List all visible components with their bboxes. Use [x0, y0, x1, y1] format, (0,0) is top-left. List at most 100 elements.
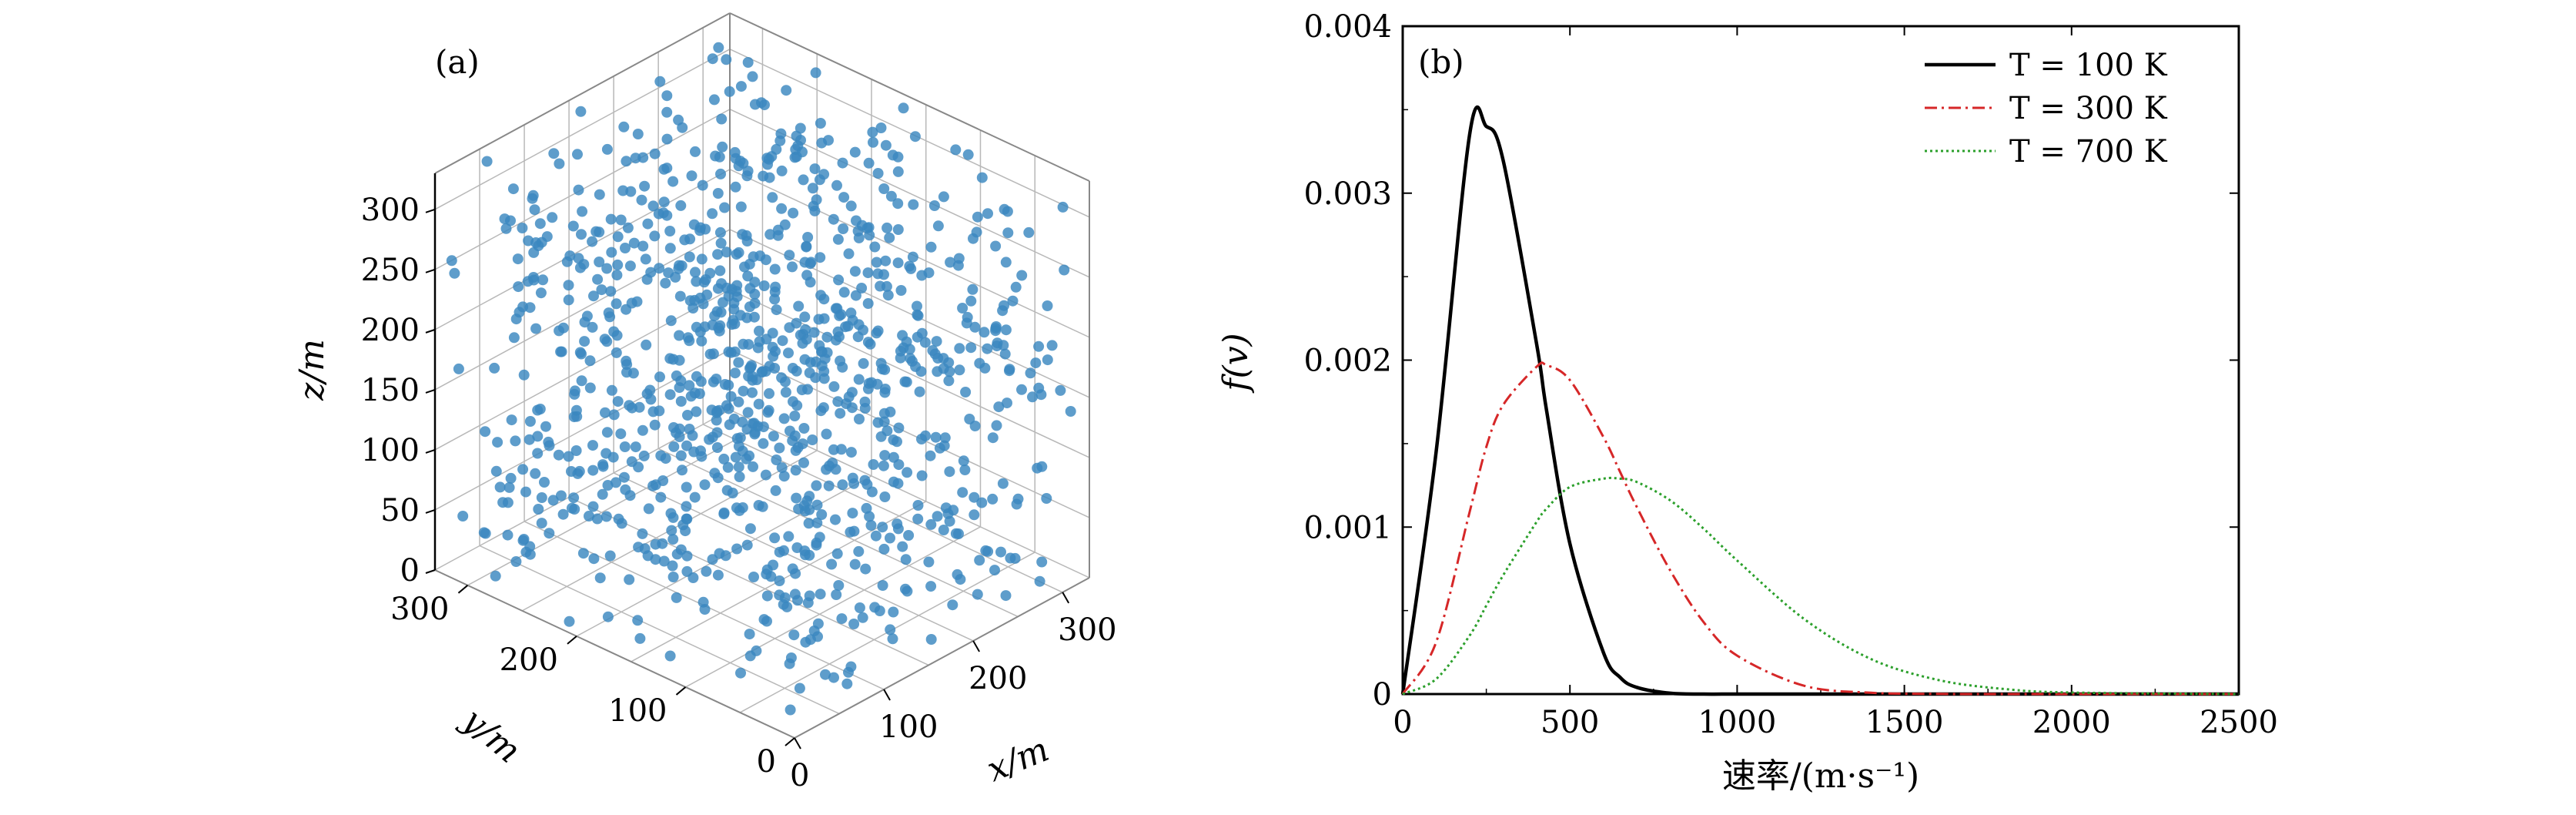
scatter-point	[878, 543, 890, 555]
scatter-point	[938, 191, 949, 203]
scatter-point	[666, 525, 677, 536]
scatter-point	[534, 404, 546, 414]
scatter-point	[795, 329, 806, 340]
scatter-point	[835, 309, 847, 320]
scatter-point	[684, 251, 695, 263]
scatter-point	[862, 298, 874, 309]
scatter-point	[952, 568, 963, 580]
z-tick-label: 150	[361, 373, 420, 408]
scatter-point	[816, 509, 828, 520]
scatter-point	[865, 520, 877, 531]
scatter-point	[831, 179, 842, 191]
scatter-point	[1065, 406, 1076, 417]
scatter-point	[872, 168, 884, 179]
scatter-point	[566, 502, 577, 514]
scatter-point	[810, 67, 821, 79]
scatter-point	[749, 277, 761, 288]
scatter-point	[641, 339, 652, 350]
scatter-point	[807, 434, 818, 445]
scatter-point	[557, 508, 569, 520]
x-tick-label: 1000	[1698, 705, 1777, 740]
scatter-point	[584, 382, 596, 394]
scatter-point	[510, 556, 522, 567]
scatter-point	[674, 354, 685, 366]
scatter-point	[902, 467, 913, 478]
scatter-point	[892, 436, 902, 448]
scatter-point	[608, 326, 620, 337]
scatter-point	[1010, 281, 1022, 293]
scatter-point	[749, 428, 761, 440]
scatter-point	[950, 144, 962, 156]
scatter-point	[714, 265, 726, 277]
scatter-point	[811, 480, 822, 491]
scatter-point	[1002, 397, 1012, 409]
scatter-point	[528, 247, 540, 258]
box-edge	[434, 569, 795, 739]
panel-a-points	[446, 42, 1076, 716]
scatter-point	[748, 461, 758, 472]
scatter-point	[862, 267, 874, 279]
scatter-point	[691, 406, 702, 418]
scatter-point	[868, 459, 879, 470]
scatter-point	[767, 192, 778, 203]
scatter-point	[681, 501, 692, 512]
scatter-point	[594, 572, 606, 584]
scatter-point	[823, 480, 835, 491]
scatter-point	[704, 348, 716, 360]
scatter-point	[898, 102, 909, 114]
grid-line	[434, 169, 731, 330]
scatter-point	[654, 75, 666, 87]
scatter-point	[831, 589, 842, 600]
scatter-point	[540, 421, 551, 432]
scatter-point	[707, 431, 718, 443]
scatter-point	[864, 511, 875, 522]
scatter-point	[712, 472, 724, 484]
scatter-point	[858, 324, 868, 336]
scatter-point	[453, 363, 464, 374]
scatter-point	[677, 122, 688, 133]
scatter-point	[573, 253, 584, 264]
scatter-point	[1041, 493, 1052, 504]
scatter-point	[878, 269, 889, 280]
scatter-point	[536, 492, 547, 503]
panel-b-xlabel: 速率/(m·s⁻¹)	[1722, 756, 1919, 796]
scatter-point	[712, 249, 724, 260]
scatter-point	[612, 259, 624, 270]
scatter-point	[1004, 364, 1015, 375]
scatter-point	[805, 277, 816, 288]
scatter-point	[730, 451, 741, 463]
scatter-point	[771, 454, 782, 465]
scatter-point	[897, 541, 908, 552]
scatter-point	[686, 170, 698, 182]
y-tick-label: 0.002	[1303, 344, 1392, 379]
scatter-point	[512, 253, 524, 265]
scatter-point	[979, 362, 991, 374]
scatter-point	[787, 563, 798, 575]
scatter-point	[777, 335, 788, 347]
scatter-point	[843, 248, 855, 260]
grid-line	[729, 349, 1090, 518]
scatter-point	[909, 131, 921, 143]
scatter-point	[830, 514, 841, 525]
scatter-point	[664, 243, 676, 254]
scatter-point	[607, 451, 619, 463]
scatter-point	[878, 460, 889, 471]
scatter-point	[802, 384, 813, 395]
scatter-point	[650, 479, 661, 491]
scatter-point	[510, 435, 521, 447]
scatter-point	[834, 331, 845, 343]
scatter-point	[744, 523, 756, 535]
y-tick-label: 200	[500, 642, 558, 678]
scatter-point	[761, 334, 772, 345]
scatter-point	[932, 220, 944, 232]
scatter-point	[912, 500, 924, 511]
scatter-point	[895, 345, 906, 357]
y-tick-mark	[785, 737, 795, 746]
scatter-point	[798, 423, 810, 434]
scatter-point	[660, 277, 671, 289]
scatter-point	[821, 428, 832, 440]
scatter-point	[715, 237, 727, 249]
scatter-point	[854, 602, 865, 613]
panel-b-frame	[1401, 25, 2240, 696]
scatter-point	[667, 534, 679, 545]
